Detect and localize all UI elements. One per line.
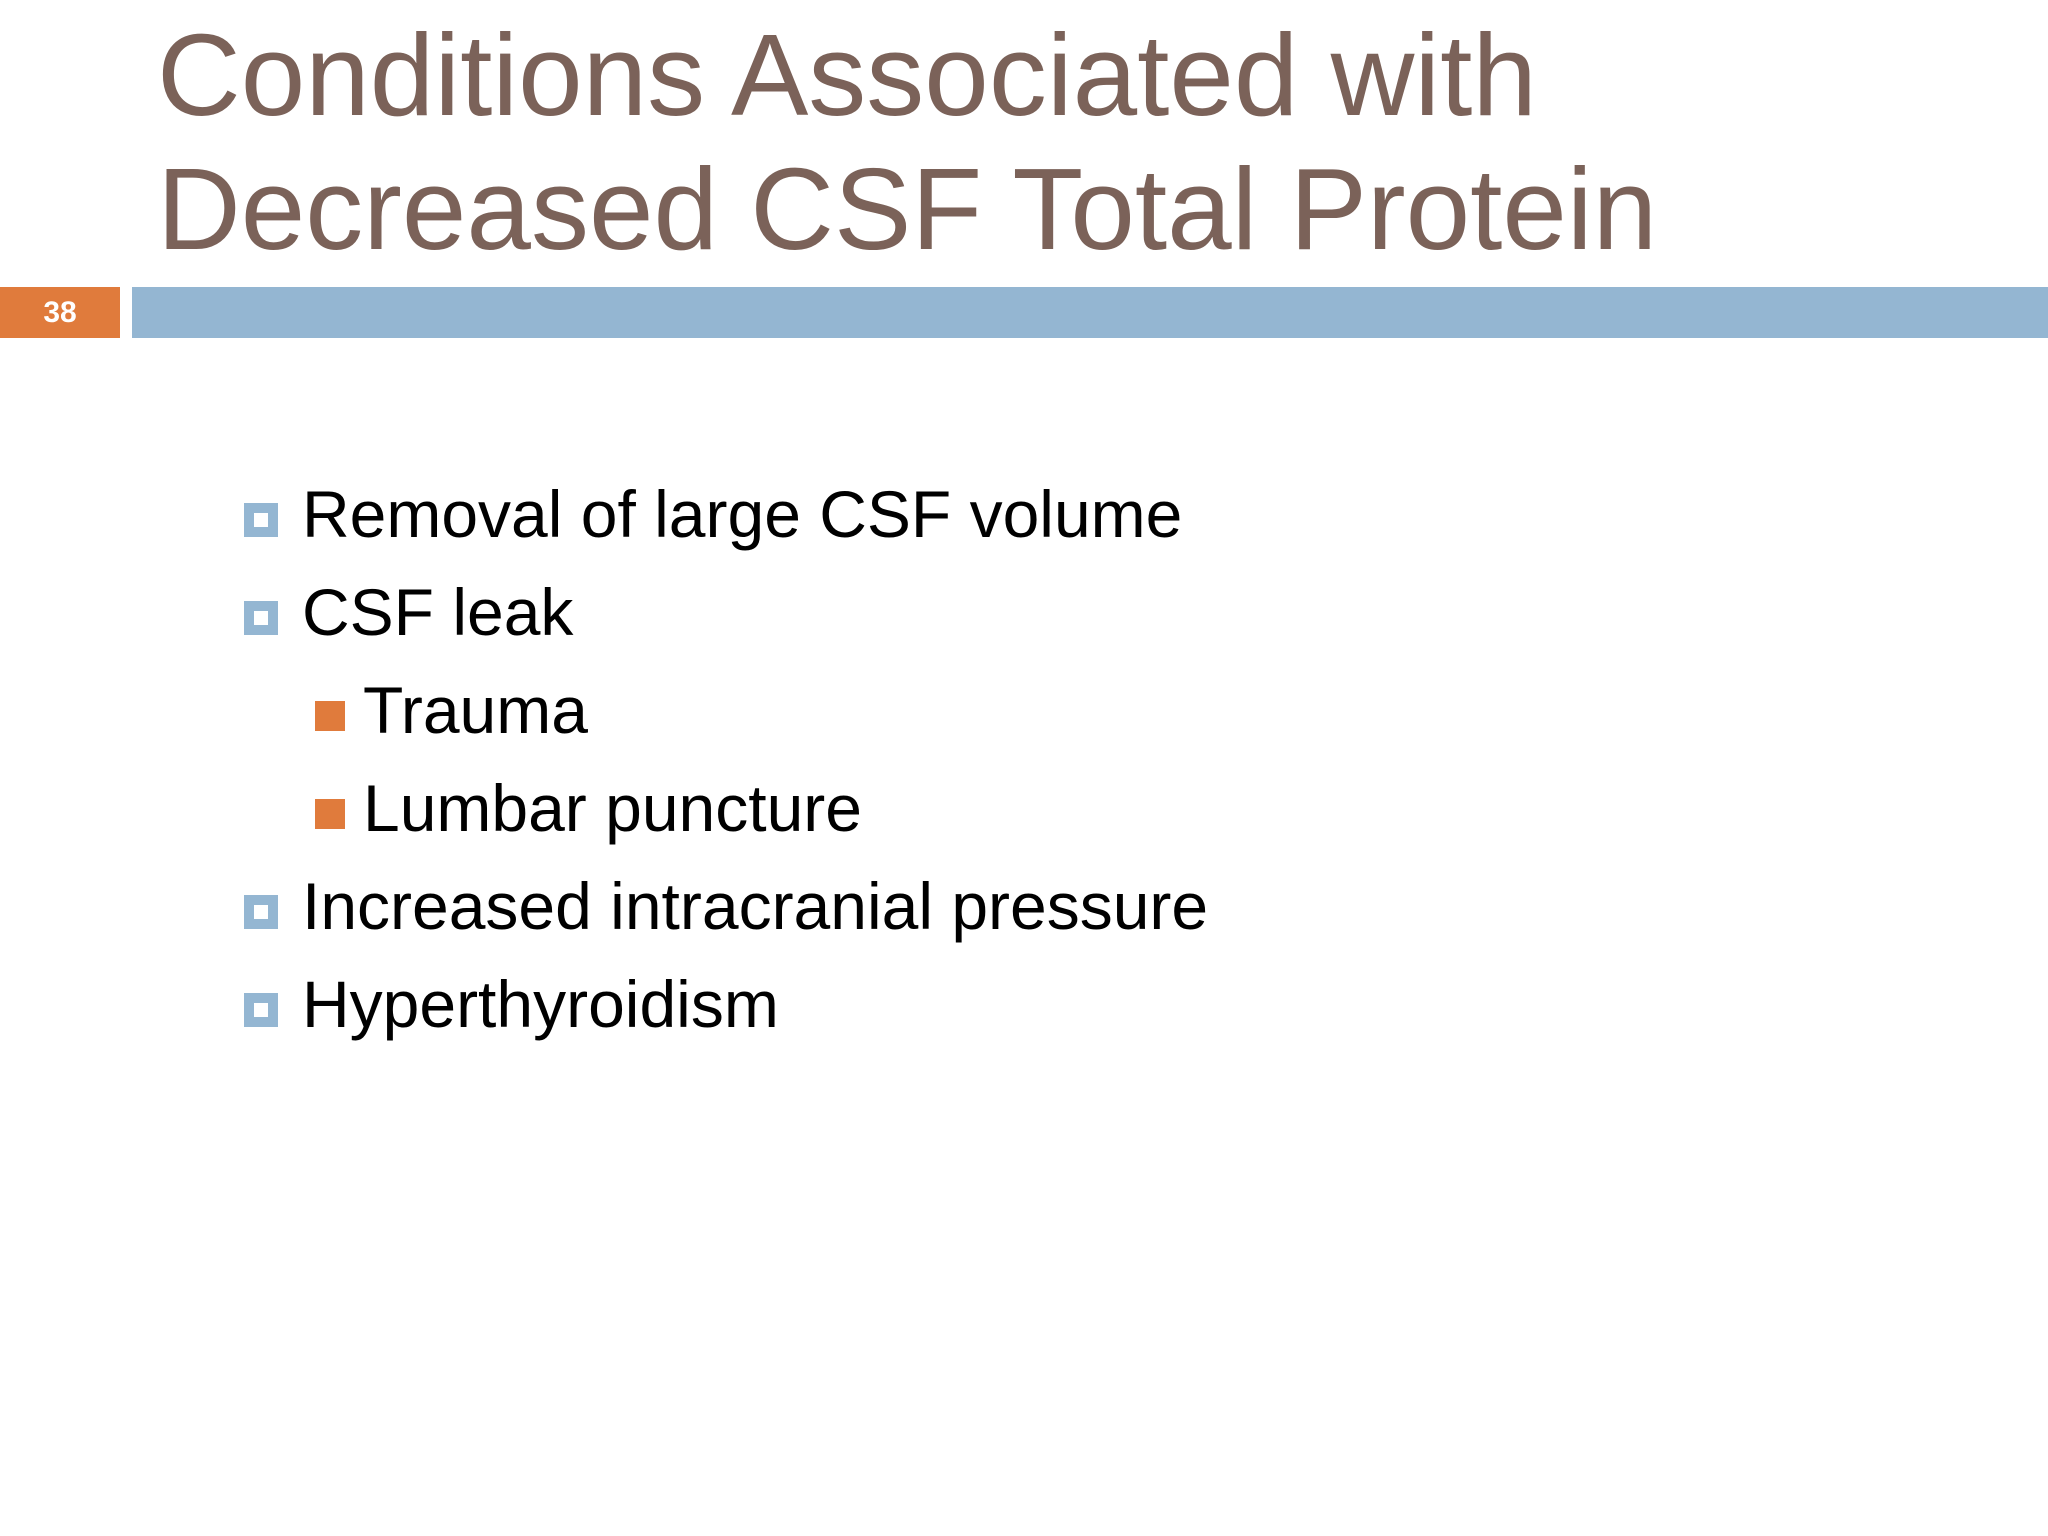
- hollow-square-bullet-icon: [244, 503, 278, 537]
- bullet-text: Increased intracranial pressure: [302, 869, 1209, 943]
- filled-square-bullet-icon: [315, 799, 345, 829]
- filled-square-bullet-icon: [315, 701, 345, 731]
- bullet-text: Removal of large CSF volume: [302, 477, 1183, 551]
- title-divider-bar: [132, 287, 2048, 338]
- bullet-item: Removal of large CSF volume: [0, 465, 2048, 563]
- slide-number-badge: 38: [0, 287, 120, 338]
- bullet-item: Hyperthyroidism: [0, 955, 2048, 1053]
- sub-bullet-text: Lumbar puncture: [363, 771, 862, 845]
- bullet-item: CSF leak: [0, 563, 2048, 661]
- slide-title-line-2: Decreased CSF Total Protein: [157, 144, 1658, 274]
- hollow-square-bullet-icon: [244, 993, 278, 1027]
- sub-bullet-item: Trauma: [0, 661, 2048, 759]
- bullet-list: Removal of large CSF volume CSF leak Tra…: [0, 465, 2048, 1053]
- bullet-text: Hyperthyroidism: [302, 967, 779, 1041]
- bullet-text: CSF leak: [302, 575, 574, 649]
- sub-bullet-item: Lumbar puncture: [0, 759, 2048, 857]
- hollow-square-bullet-icon: [244, 601, 278, 635]
- slide-title-line-1: Conditions Associated with: [157, 10, 1537, 140]
- sub-bullet-text: Trauma: [363, 673, 588, 747]
- hollow-square-bullet-icon: [244, 895, 278, 929]
- bullet-item: Increased intracranial pressure: [0, 857, 2048, 955]
- slide-title: Conditions Associated with Decreased CSF…: [157, 8, 2007, 276]
